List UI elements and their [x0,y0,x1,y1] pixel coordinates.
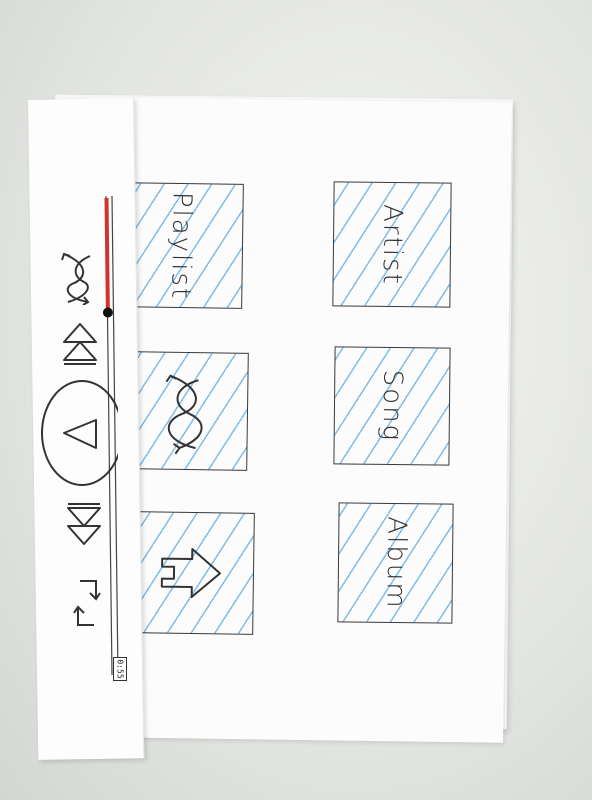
next-icon [67,503,101,545]
progress-bar[interactable] [96,190,126,680]
tile-playlist-label: Playlist [164,191,197,300]
progress-handle[interactable] [102,307,113,318]
shuffle-button[interactable] [58,250,98,305]
tile-artist-label: Artist [376,203,408,286]
previous-icon [63,323,97,365]
tile-song-label: Song [376,369,408,443]
tile-shuffle[interactable] [125,351,249,471]
tile-album-label: Album [380,516,411,610]
elapsed-time: 0:55 [115,659,125,679]
tile-home[interactable] [131,511,255,635]
repeat-icon [73,580,101,626]
play-icon [63,419,97,449]
tile-album[interactable]: Album [337,502,454,624]
play-button[interactable] [38,378,118,488]
shuffle-icon [61,252,91,305]
next-button[interactable] [64,500,104,550]
progress-played [104,197,110,313]
elapsed-time-badge: 0:55 [113,657,127,681]
shuffle-icon [165,374,203,455]
tile-artist[interactable]: Artist [332,181,452,308]
tile-song[interactable]: Song [333,346,451,466]
previous-button[interactable] [60,320,100,368]
repeat-button[interactable] [70,575,104,631]
home-icon [160,547,221,598]
